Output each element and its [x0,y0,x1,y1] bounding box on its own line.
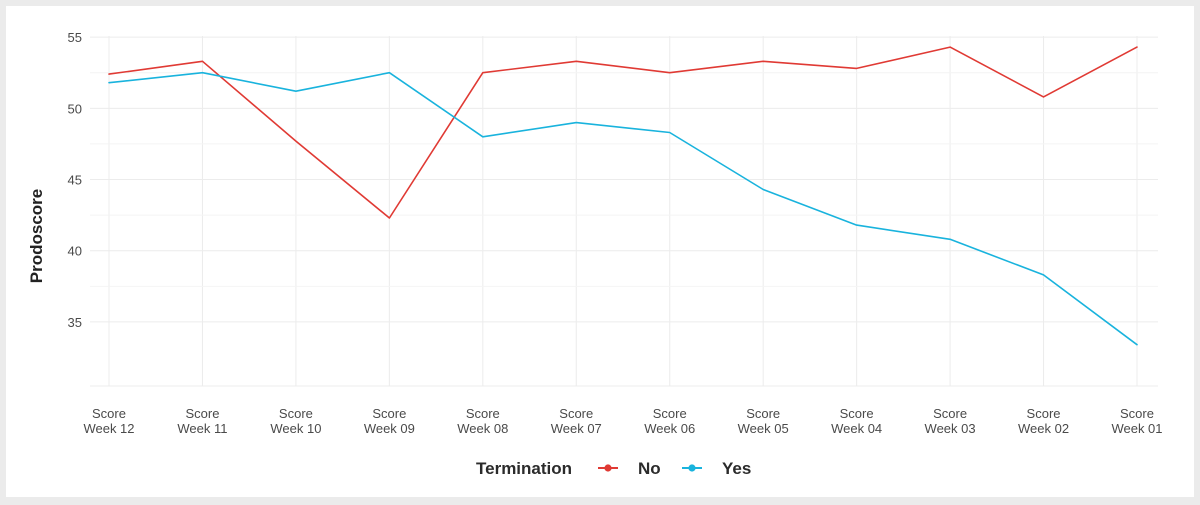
x-tick-label: Score Week 12 [83,406,134,436]
series-lines [108,46,1138,346]
x-tick-label: Score Week 10 [270,406,321,436]
x-tick-label: Score Week 03 [925,406,976,436]
series-line-yes [108,71,1138,346]
legend-label-no: No [638,459,661,478]
y-axis-title: Prodoscore [27,189,46,283]
series-line-no [108,46,1138,219]
x-tick-label: Score Week 06 [644,406,695,436]
y-tick-label: 45 [68,173,82,188]
x-tick-label: Score Week 05 [738,406,789,436]
y-tick-label: 50 [68,101,82,116]
legend-key-dot-no [604,464,612,472]
x-tick-label: Score Week 08 [457,406,508,436]
legend-title: Termination [476,459,572,478]
y-tick-label: 55 [68,30,82,45]
x-tick-label: Score Week 02 [1018,406,1069,436]
y-tick-label: 40 [68,244,82,259]
legend-key-dot-yes [688,464,696,472]
x-tick-label: Score Week 11 [177,406,227,436]
x-axis-ticks: Score Week 12 Score Week 11 Score Week 10 Scor… [83,406,1162,436]
y-axis-ticks: 35 40 45 50 55 [68,30,82,330]
grid-lines [90,36,1158,387]
x-tick-label: Score Week 04 [831,406,882,436]
x-tick-label: Score Week 09 [364,406,415,436]
y-tick-label: 35 [68,315,82,330]
x-tick-label: Score Week 07 [551,406,602,436]
x-tick-label: Score Week 01 [1111,406,1162,436]
legend-label-yes: Yes [722,459,751,478]
legend: Termination No Yes [476,459,751,478]
chart-card: 35 40 45 50 55 Score Week 12 Score Week 11 Score… [6,6,1194,497]
